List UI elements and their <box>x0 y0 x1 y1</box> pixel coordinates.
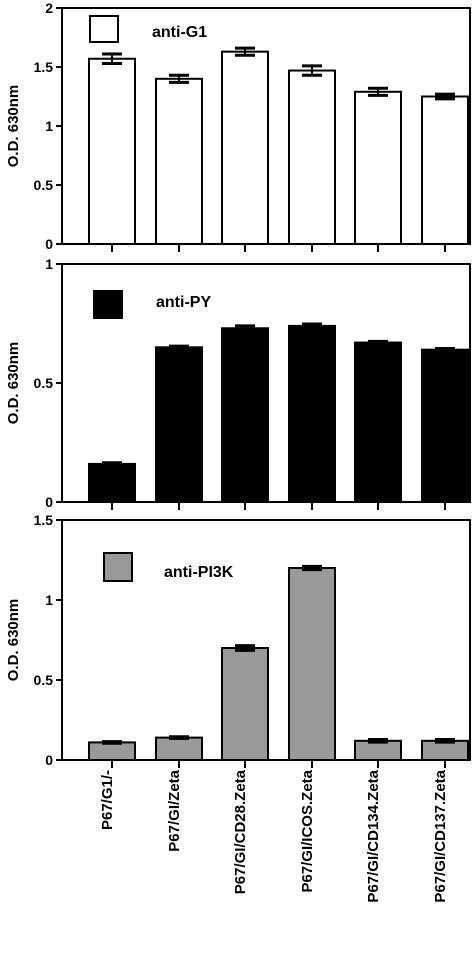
x-tick-label: P67/GI/CD134.Zeta <box>365 769 382 902</box>
bar <box>421 95 469 245</box>
y-tick-label: 1 <box>45 256 53 272</box>
x-tick-label: P67/GI/CD137.Zeta <box>432 769 449 902</box>
y-tick-label: 1 <box>45 118 53 134</box>
bar <box>155 736 203 761</box>
bar <box>88 462 136 504</box>
legend-label: anti-PY <box>156 294 211 311</box>
y-tick-label: 0 <box>45 752 53 768</box>
bar <box>155 346 203 503</box>
bars <box>88 322 469 510</box>
y-axis-label: O.D. 630nm <box>5 599 22 682</box>
bar <box>421 348 469 503</box>
x-tick-label: P67/GI/ICOS.Zeta <box>299 769 316 892</box>
legend-swatch <box>93 290 123 319</box>
y-tick-label: 2 <box>45 0 53 16</box>
legend-swatch <box>89 15 119 43</box>
bar <box>155 77 203 245</box>
y-tick-label: 1.5 <box>34 59 54 75</box>
bar <box>88 741 136 762</box>
bar <box>221 50 269 245</box>
panel-anti-py: O.D. 630nm 00.51 anti-PY <box>5 256 471 510</box>
x-tick-label: P67/G1/- <box>99 770 116 830</box>
bar <box>354 739 402 761</box>
y-tick-label: 0 <box>45 236 53 252</box>
legend-label: anti-PI3K <box>164 564 234 581</box>
bar <box>221 647 269 761</box>
bar <box>88 57 136 245</box>
y-tick-label: 1.5 <box>34 512 54 528</box>
y-ticks: 0 0.5 1 1.5 <box>34 512 62 768</box>
y-axis-label: O.D. 630nm <box>5 342 22 425</box>
y-ticks: 00.51 <box>34 256 62 510</box>
y-tick-label: 1 <box>45 592 53 608</box>
x-tick-label: P67/GI/CD28.Zeta <box>232 769 249 894</box>
panel-anti-pi3k: O.D. 630nm 0 0.5 1 1.5 anti-PI3K <box>5 512 471 768</box>
bars <box>88 564 469 768</box>
bars <box>88 46 469 252</box>
panel-anti-g1: O.D. 630nm 0 0.5 1 1.5 2 anti-G1 <box>5 0 471 252</box>
bar <box>421 739 469 761</box>
x-tick-labels: P67/G1/- P67/GI/Zeta P67/GI/CD28.Zeta P6… <box>99 769 449 902</box>
legend-swatch <box>103 552 133 582</box>
bar <box>288 324 336 503</box>
bar <box>354 341 402 504</box>
y-ticks: 0 0.5 1 1.5 2 <box>34 0 62 252</box>
bar <box>288 567 336 761</box>
bar <box>288 69 336 246</box>
y-tick-label: 0.5 <box>34 672 54 688</box>
y-tick-label: 0 <box>45 494 53 510</box>
legend-label: anti-G1 <box>152 24 207 41</box>
y-axis-label: O.D. 630nm <box>5 85 22 168</box>
y-tick-label: 0.5 <box>34 177 54 193</box>
bar <box>221 327 269 504</box>
y-tick-label: 0.5 <box>34 375 54 391</box>
x-tick-label: P67/GI/Zeta <box>166 769 183 851</box>
bar <box>354 90 402 245</box>
